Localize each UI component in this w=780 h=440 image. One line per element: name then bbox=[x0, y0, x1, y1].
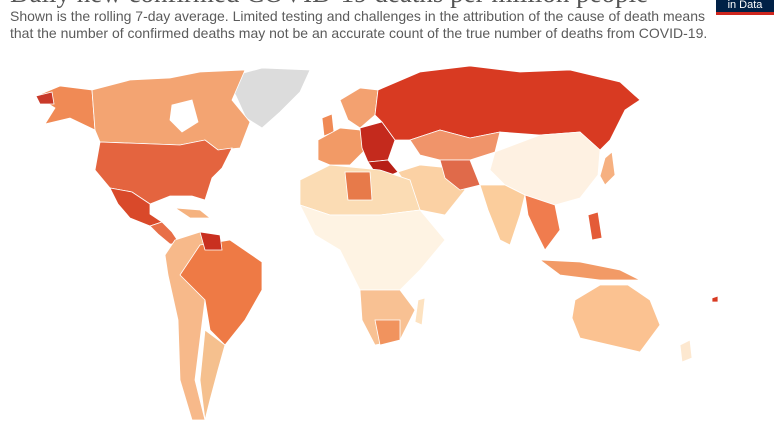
japan bbox=[599, 151, 616, 186]
hudson-bay bbox=[169, 99, 199, 133]
new-zealand bbox=[679, 339, 693, 363]
philippines bbox=[587, 211, 603, 241]
australia bbox=[571, 284, 661, 353]
libya bbox=[344, 171, 373, 201]
iran bbox=[439, 159, 481, 191]
subtitle-line: Shown is the rolling 7-day average. Limi… bbox=[10, 8, 705, 24]
title: Daily new confirmed COVID-19 deaths per … bbox=[10, 0, 648, 9]
indonesia bbox=[538, 259, 641, 281]
subtitle-line: that the number of confirmed deaths may … bbox=[10, 25, 708, 41]
pacific-island bbox=[711, 295, 719, 303]
caribbean bbox=[173, 207, 212, 219]
central-africa bbox=[299, 204, 446, 291]
western-europe bbox=[317, 127, 366, 166]
south-africa bbox=[374, 319, 401, 346]
scandinavia bbox=[339, 87, 379, 129]
india bbox=[479, 184, 526, 246]
alaska bbox=[35, 85, 96, 131]
argentina bbox=[199, 329, 226, 421]
russia bbox=[374, 65, 641, 151]
greenland bbox=[224, 67, 311, 129]
southeast-asia bbox=[524, 194, 561, 251]
brazil bbox=[179, 239, 263, 346]
madagascar bbox=[414, 297, 426, 326]
alaska-tip bbox=[35, 91, 55, 105]
china bbox=[489, 131, 601, 206]
logo: in Data bbox=[716, 0, 774, 15]
guianas bbox=[199, 231, 223, 251]
